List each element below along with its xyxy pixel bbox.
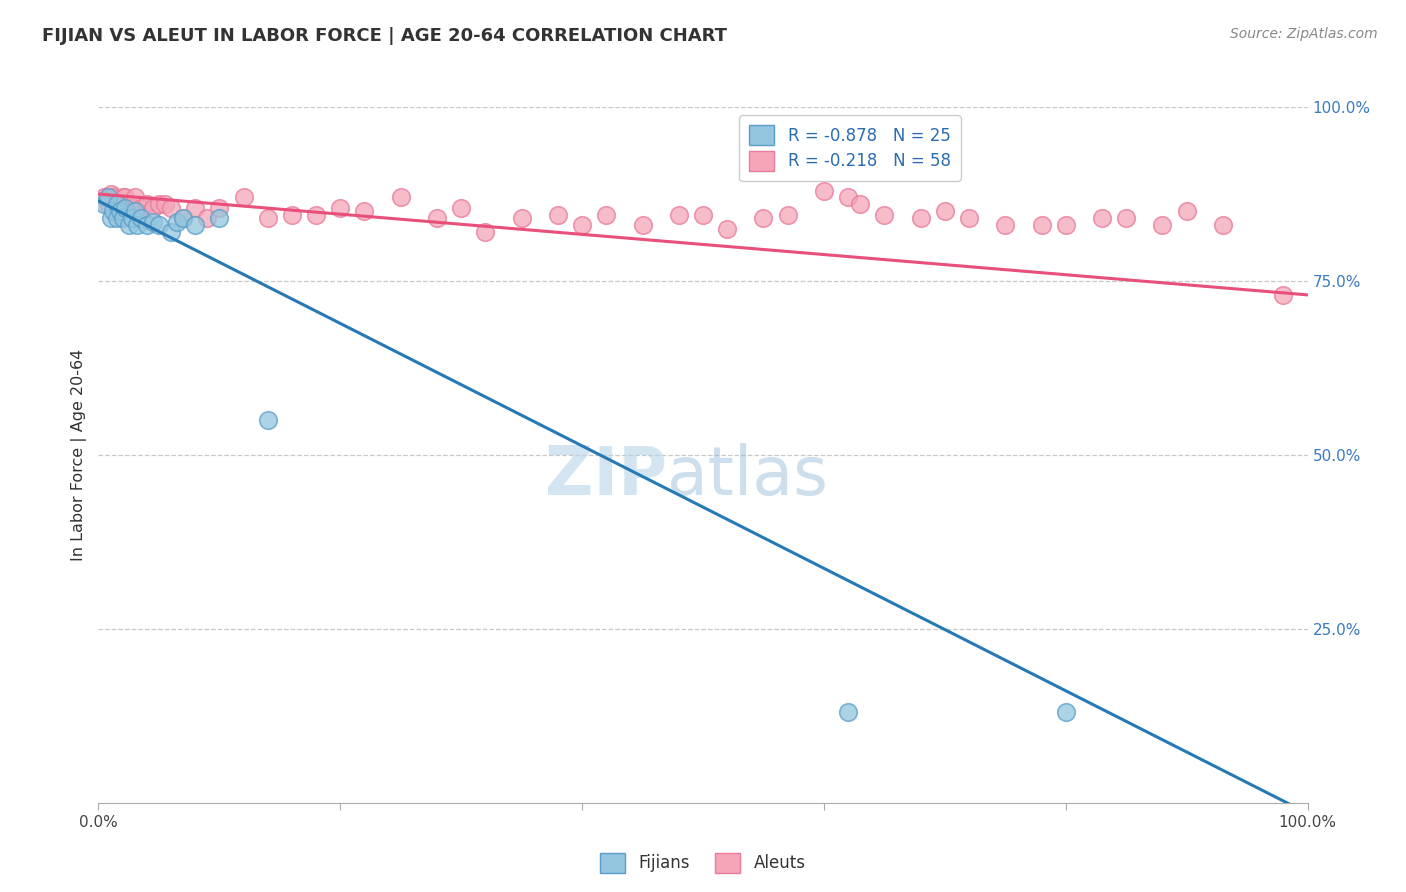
Point [118,219,141,233]
Point [776,208,799,222]
Point [114,190,136,204]
Point [1054,706,1077,720]
Point [135,197,157,211]
Point [129,201,152,215]
Point [111,190,134,204]
Point [93,197,115,211]
Point [849,197,872,211]
Point [510,211,533,226]
Point [166,215,188,229]
Point [1031,219,1053,233]
Point [100,211,122,226]
Point [208,201,231,215]
Point [105,211,128,226]
Legend: Fijians, Aleuts: Fijians, Aleuts [593,847,813,880]
Point [256,211,278,226]
Point [1152,219,1174,233]
Point [232,190,254,204]
Text: FIJIAN VS ALEUT IN LABOR FORCE | AGE 20-64 CORRELATION CHART: FIJIAN VS ALEUT IN LABOR FORCE | AGE 20-… [42,27,727,45]
Point [329,201,352,215]
Point [118,197,141,211]
Text: Source: ZipAtlas.com: Source: ZipAtlas.com [1230,27,1378,41]
Point [450,201,472,215]
Point [1115,211,1137,226]
Point [813,184,835,198]
Point [127,204,149,219]
Point [148,219,170,233]
Point [127,219,149,233]
Point [837,706,859,720]
Point [668,208,690,222]
Point [184,219,207,233]
Point [752,211,775,226]
Point [426,211,449,226]
Point [93,190,115,204]
Point [129,211,152,226]
Point [474,225,496,239]
Point [108,197,131,211]
Text: ZIP: ZIP [544,442,666,508]
Point [97,197,120,211]
Y-axis label: In Labor Force | Age 20-64: In Labor Force | Age 20-64 [72,349,87,561]
Point [172,211,194,226]
Point [595,208,617,222]
Point [142,215,165,229]
Legend: R = -0.878   N = 25, R = -0.218   N = 58: R = -0.878 N = 25, R = -0.218 N = 58 [740,115,960,180]
Point [994,219,1017,233]
Point [148,197,170,211]
Point [957,211,980,226]
Point [873,208,896,222]
Point [1091,211,1114,226]
Point [353,204,375,219]
Point [389,190,412,204]
Point [631,219,654,233]
Point [105,197,128,211]
Point [153,197,176,211]
Point [547,208,569,222]
Point [1272,288,1295,302]
Point [100,187,122,202]
Point [101,190,124,204]
Point [121,201,143,215]
Point [934,204,956,219]
Point [692,208,714,222]
Point [124,204,146,219]
Point [208,211,231,226]
Point [160,225,183,239]
Point [108,204,131,219]
Point [837,190,859,204]
Point [160,201,183,215]
Point [716,222,738,236]
Point [124,190,146,204]
Point [1175,204,1198,219]
Point [111,211,134,226]
Point [135,219,157,233]
Point [101,204,124,219]
Point [172,211,194,226]
Point [571,219,593,233]
Point [195,211,218,226]
Point [142,201,165,215]
Point [281,208,304,222]
Point [910,211,932,226]
Point [1212,219,1234,233]
Point [121,211,143,226]
Point [1054,219,1077,233]
Point [305,208,328,222]
Text: atlas: atlas [666,442,828,508]
Point [184,201,207,215]
Point [97,190,120,204]
Point [114,201,136,215]
Point [105,197,128,211]
Point [256,413,278,427]
